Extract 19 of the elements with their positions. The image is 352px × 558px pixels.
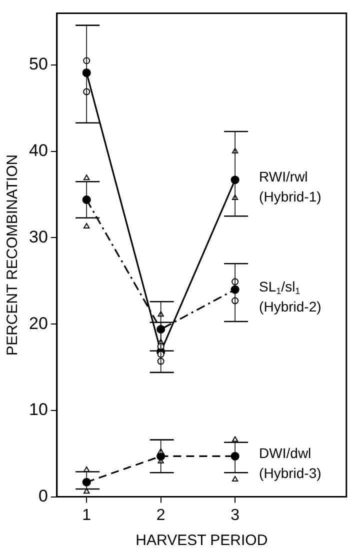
y-axis-title: PERCENT RECOMBINATION	[4, 154, 22, 356]
point	[156, 324, 166, 334]
x-axis-title: HARVEST PERIOD	[136, 532, 268, 550]
point	[232, 476, 238, 482]
point	[84, 223, 90, 228]
point	[84, 174, 90, 180]
point	[232, 436, 238, 442]
x-tick-label: 3	[230, 506, 240, 524]
y-tick-label: 30	[28, 227, 48, 246]
y-tick-label: 40	[28, 141, 48, 160]
x-tick-label: 2	[156, 506, 166, 524]
y-tick-label: 50	[28, 54, 48, 74]
series-label: RWI/rwl (Hybrid-1)	[259, 168, 322, 205]
series-label: DWI/dwl (Hybrid-3)	[259, 445, 322, 482]
x-tick-label: 1	[82, 506, 92, 524]
point	[84, 488, 90, 494]
y-tick-label: 10	[28, 400, 48, 420]
y-tick-label: 20	[28, 314, 48, 333]
y-tick-label: 0	[38, 486, 48, 506]
